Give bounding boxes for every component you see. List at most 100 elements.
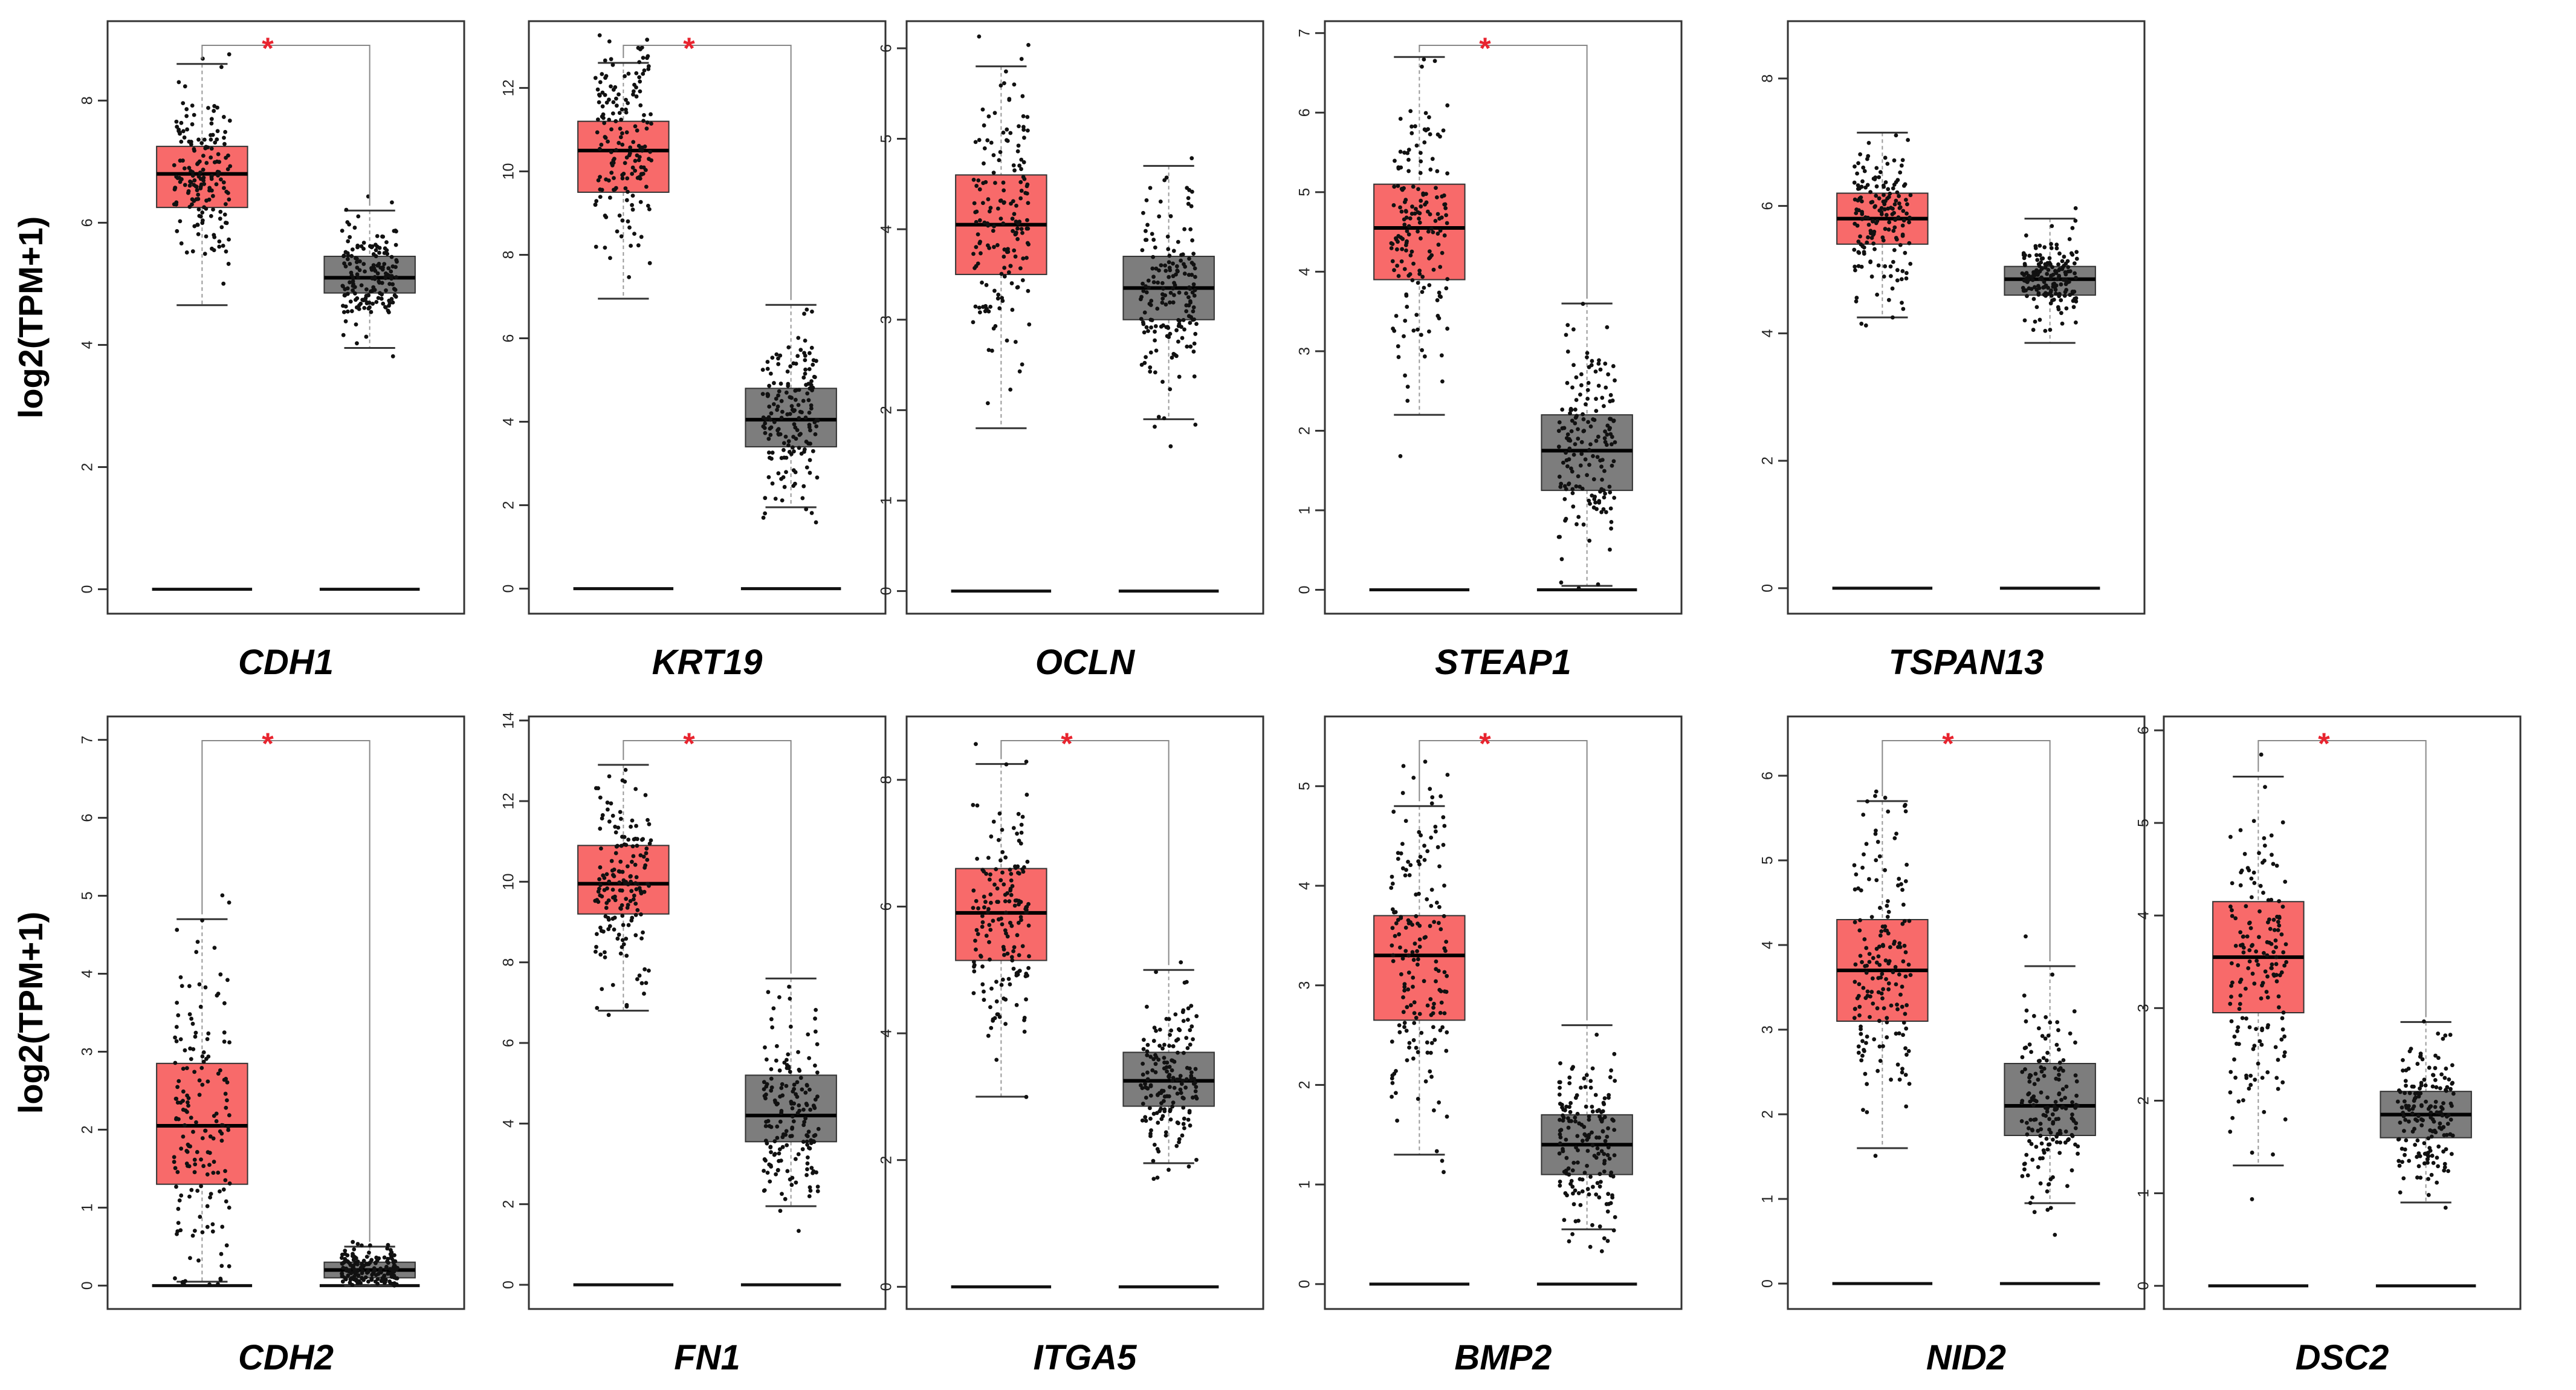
normal-points	[1557, 1032, 1617, 1253]
data-point	[636, 243, 641, 248]
data-point	[782, 485, 787, 489]
data-point	[1011, 826, 1016, 830]
data-point	[210, 1222, 215, 1227]
data-point	[1853, 920, 1857, 924]
data-point	[1856, 183, 1860, 187]
data-point	[1414, 1015, 1419, 1020]
data-point	[374, 1261, 378, 1265]
data-point	[375, 234, 380, 238]
data-point	[626, 837, 631, 842]
data-point	[600, 104, 605, 109]
data-point	[1852, 863, 1857, 868]
data-point	[1151, 1177, 1156, 1181]
data-point	[1612, 1153, 1617, 1158]
data-point	[2054, 246, 2059, 251]
data-point	[1422, 57, 1426, 62]
data-point	[2024, 1019, 2028, 1024]
data-point	[1019, 157, 1024, 162]
data-point	[1009, 955, 1014, 960]
data-point	[1019, 918, 1023, 922]
data-point	[1402, 151, 1407, 155]
data-point	[2247, 948, 2252, 953]
data-point	[2062, 293, 2067, 298]
data-point	[1869, 990, 1874, 994]
data-point	[762, 1189, 766, 1193]
data-point	[1903, 1073, 1908, 1077]
data-point	[2057, 1128, 2062, 1133]
data-point	[2041, 1056, 2046, 1060]
data-point	[2049, 245, 2054, 250]
data-point	[1168, 387, 1173, 392]
data-point	[790, 1114, 795, 1119]
data-point	[2031, 273, 2036, 278]
y-tick-label: 8	[878, 776, 895, 784]
data-point	[1192, 293, 1197, 298]
data-point	[1857, 928, 1862, 933]
data-point	[345, 257, 350, 262]
data-point	[361, 241, 366, 245]
data-point	[2438, 1121, 2442, 1126]
data-point	[1892, 941, 1896, 946]
data-point	[980, 982, 985, 987]
data-point	[1180, 1079, 1185, 1083]
data-point	[1888, 274, 1893, 279]
data-point	[1559, 1128, 1564, 1132]
data-point	[1417, 216, 1422, 221]
data-point	[2026, 273, 2031, 278]
data-point	[2021, 285, 2025, 290]
data-point	[1396, 184, 1400, 188]
data-point	[2262, 950, 2266, 955]
data-point	[390, 200, 394, 205]
data-point	[1570, 1232, 1575, 1236]
data-point	[1579, 372, 1584, 377]
data-point	[2060, 321, 2065, 326]
data-point	[1887, 220, 1892, 225]
data-point	[1442, 233, 1447, 238]
data-point	[2229, 995, 2233, 999]
data-point	[1173, 1012, 1178, 1017]
data-point	[358, 301, 363, 306]
data-point	[614, 148, 618, 152]
data-point	[178, 975, 183, 979]
data-point	[1419, 204, 1423, 209]
data-point	[1597, 1172, 1602, 1177]
data-point	[2026, 1092, 2030, 1097]
data-point	[1861, 986, 1866, 990]
data-point	[1172, 1085, 1177, 1090]
data-point	[2430, 1154, 2435, 1158]
data-point	[1193, 274, 1197, 279]
data-point	[2257, 851, 2261, 856]
data-point	[603, 135, 607, 139]
data-point	[380, 267, 385, 272]
data-point	[1582, 1132, 1587, 1137]
data-point	[187, 183, 192, 188]
data-point	[227, 1113, 231, 1117]
data-point	[1602, 469, 1607, 473]
data-point	[624, 97, 628, 102]
data-point	[2064, 306, 2069, 311]
data-point	[635, 837, 639, 842]
data-point	[1398, 149, 1403, 154]
data-point	[774, 1044, 779, 1048]
data-point	[353, 1268, 358, 1273]
data-point	[2426, 1177, 2430, 1181]
data-point	[980, 280, 984, 285]
data-point	[1883, 868, 1888, 872]
data-point	[1431, 267, 1436, 272]
data-point	[1169, 1028, 1174, 1033]
y-axis-label: log2(TPM+1)	[11, 216, 50, 418]
data-point	[2254, 1027, 2258, 1031]
data-point	[205, 1172, 210, 1177]
data-point	[987, 940, 991, 944]
data-point	[1192, 341, 1197, 346]
data-point	[1889, 1077, 1893, 1082]
data-point	[361, 1258, 366, 1263]
data-point	[765, 360, 770, 364]
data-point	[622, 834, 627, 839]
data-point	[1151, 1057, 1156, 1062]
data-point	[227, 237, 231, 242]
data-point	[2252, 981, 2257, 986]
data-point	[1428, 787, 1432, 791]
data-point	[222, 135, 226, 140]
